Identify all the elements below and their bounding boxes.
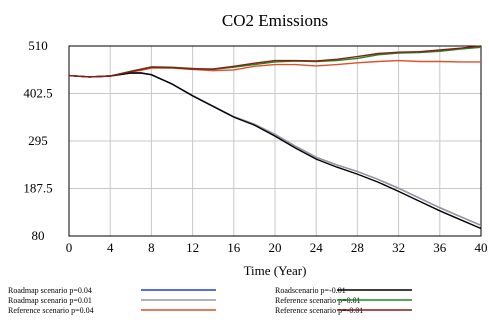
x-tick-label: 4	[107, 240, 114, 255]
x-tick-label: 28	[351, 240, 364, 255]
series-line	[68, 72, 482, 230]
x-tick-label: 8	[148, 240, 155, 255]
x-tick-label: 24	[310, 240, 324, 255]
x-axis-label: Time (Year)	[244, 263, 307, 278]
plot-lines	[68, 45, 482, 230]
legend-label: Roadmap scenario p=0.04	[8, 286, 92, 295]
y-tick-label: 187.5	[23, 181, 52, 196]
x-tick-label: 40	[475, 240, 488, 255]
legend-label: Reference scenario p=-0.01	[275, 306, 363, 315]
chart-title: CO2 Emissions	[222, 11, 328, 30]
x-axis: 0 4 8 12 16 20 24 28 32 36 40	[66, 240, 488, 255]
y-tick-label: 510	[28, 38, 48, 53]
x-tick-label: 32	[392, 240, 405, 255]
y-tick-label: 80	[32, 228, 45, 243]
legend-label: Reference scenario p=0.04	[8, 306, 94, 315]
y-tick-label: 402.5	[23, 86, 52, 101]
legend-label: Roadmap scenario p=0.01	[8, 296, 92, 305]
chart-grid	[69, 46, 481, 236]
y-axis: 80 187.5 295 402.5 510	[23, 38, 52, 243]
y-tick-label: 295	[28, 133, 48, 148]
legend-label: Roadscenario p=-0.01	[275, 286, 346, 295]
x-tick-label: 20	[269, 240, 282, 255]
plot-frame	[68, 45, 482, 237]
x-tick-label: 36	[433, 240, 447, 255]
legend-label: Reference scenario p=0.01	[275, 296, 361, 305]
x-tick-label: 0	[66, 240, 73, 255]
x-tick-label: 16	[227, 240, 241, 255]
x-tick-label: 12	[186, 240, 199, 255]
series-line	[68, 45, 482, 78]
